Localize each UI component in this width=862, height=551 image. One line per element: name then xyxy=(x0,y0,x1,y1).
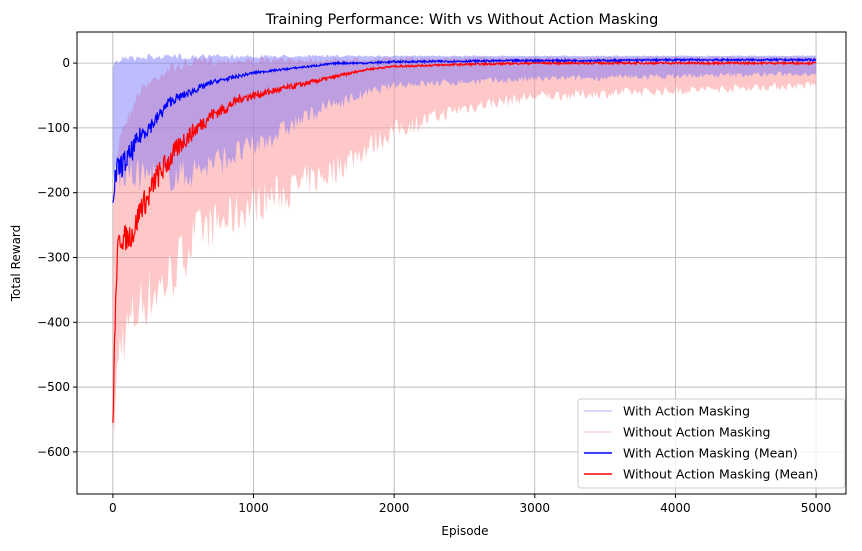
bands xyxy=(112,53,817,438)
y-tick-label: 0 xyxy=(62,56,70,70)
x-tick-label: 2000 xyxy=(379,501,410,515)
x-tick-label: 4000 xyxy=(660,501,691,515)
y-tick-label: −500 xyxy=(37,380,70,394)
y-tick-label: −100 xyxy=(37,121,70,135)
legend-box xyxy=(577,398,846,489)
legend: With Action Masking Without Action Maskin… xyxy=(577,398,846,489)
plot-frame xyxy=(76,31,847,495)
legend-item-without-masking-label: Without Action Masking xyxy=(623,425,770,440)
x-axis-label: Episode xyxy=(441,524,488,538)
x-tick-label: 1000 xyxy=(238,501,269,515)
band-with-masking xyxy=(112,53,817,193)
chart-title: Training Performance: With vs Without Ac… xyxy=(265,12,659,28)
x-tick-label: 3000 xyxy=(519,501,550,515)
mean-lines xyxy=(112,57,817,423)
legend-item-with-masking-mean-label: With Action Masking (Mean) xyxy=(623,446,798,461)
y-tick-label: −400 xyxy=(37,315,70,329)
y-tick-label: −600 xyxy=(37,445,70,459)
mean-line-with-masking xyxy=(112,57,817,203)
y-tick-label: −200 xyxy=(37,186,70,200)
x-tick-label: 5000 xyxy=(801,501,832,515)
mean-line-without-masking xyxy=(112,60,817,423)
ticks: 0 1000 2000 3000 4000 5000 0 −100 −200 −300 −400 −5… xyxy=(37,56,831,515)
band-without-masking xyxy=(112,56,817,438)
y-tick-label: −300 xyxy=(37,250,70,264)
legend-item-without-masking-mean-label: Without Action Masking (Mean) xyxy=(623,467,818,482)
y-axis-label: Total Reward xyxy=(9,225,23,303)
x-tick-label: 0 xyxy=(109,501,117,515)
legend-item-with-masking-label: With Action Masking xyxy=(623,404,750,419)
